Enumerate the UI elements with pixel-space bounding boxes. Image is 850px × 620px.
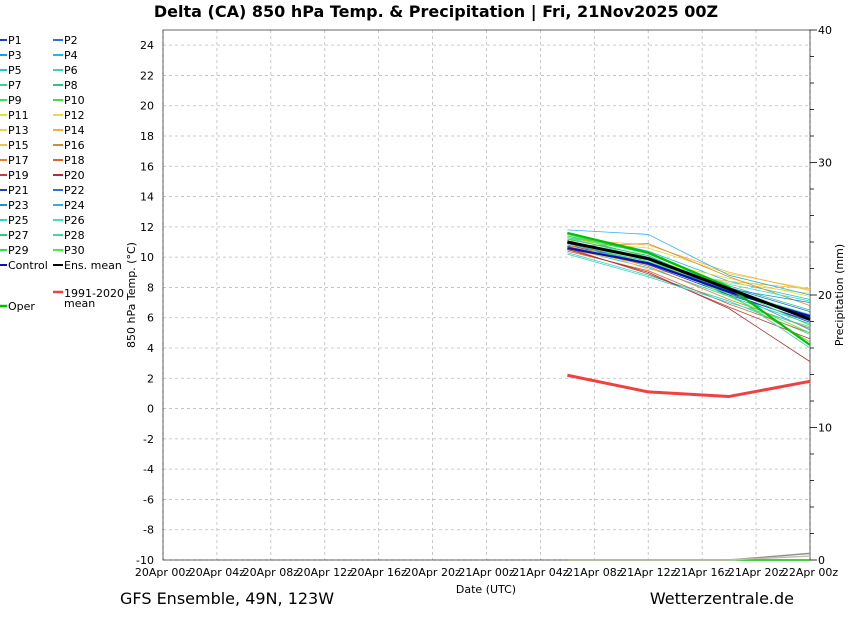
series-layer [567,229,811,561]
legend-label-p19: P19 [8,169,29,182]
series-line-p23 [567,243,811,303]
legend-label-p10: P10 [64,94,85,107]
x-tick-label: 21Apr 08z [566,566,623,579]
x-tick-label: 21Apr 12z [620,566,677,579]
legend-label-p9: P9 [8,94,22,107]
series-line-ens-mean [567,240,811,321]
y-tick-label: 8 [147,281,154,294]
legend-label-control: Control [8,259,48,272]
x-tick-label: 21Apr 00z [458,566,515,579]
x-tick-label: 22Apr 00z [782,566,839,579]
y-tick-label: -2 [143,433,154,446]
x-tick-label: 20Apr 12z [297,566,354,579]
legend-label-p11: P11 [8,109,29,122]
legend-label-p20: P20 [64,169,85,182]
x-tick-label: 21Apr 04z [512,566,569,579]
footer-source: GFS Ensemble, 49N, 123W [120,589,334,608]
y-axis-label: 850 hPa Temp. (°C) [125,242,138,348]
y-tick-label: 18 [140,130,154,143]
legend-label-p4: P4 [64,49,78,62]
legend-label-p1: P1 [8,34,22,47]
series-line-oper [567,231,811,346]
legend-label-p26: P26 [64,214,85,227]
y-tick-label: 10 [140,251,154,264]
legend-label-p30: P30 [64,244,85,257]
legend-label-p25: P25 [8,214,29,227]
legend-label-p21: P21 [8,184,29,197]
y2-tick-label: 0 [818,554,825,567]
y-tick-label: 2 [147,372,154,385]
chart-title: Delta (CA) 850 hPa Temp. & Precipitation… [154,2,718,22]
y-tick-label: 4 [147,342,154,355]
x-tick-label: 20Apr 16z [351,566,408,579]
series-line-p20 [567,249,811,362]
legend-label-p29: P29 [8,244,29,257]
y-tick-label: -8 [143,524,154,537]
y2-tick-label: 30 [818,157,832,170]
y-tick-label: -10 [136,554,154,567]
legend-label-p2: P2 [64,34,78,47]
series-line-1991-2020-mean [567,373,811,398]
series-line-p26 [567,237,811,302]
series-line-p5 [567,247,811,325]
y-tick-label: 24 [140,39,154,52]
legend-label-p18: P18 [64,154,85,167]
legend-label-p23: P23 [8,199,29,212]
x-tick-label: 21Apr 20z [728,566,785,579]
legend-label-p5: P5 [8,64,22,77]
y-tick-label: 14 [140,191,154,204]
y-tick-label: 6 [147,312,154,325]
y-tick-label: -6 [143,493,154,506]
legend-label-p3: P3 [8,49,22,62]
y2-axis-ticks: 0 10 20 30 40 [810,24,832,567]
grid [162,30,811,561]
y2-tick-label: 10 [818,422,832,435]
legend-label-p16: P16 [64,139,85,152]
series-line-p16 [567,243,811,306]
series-line-p24 [567,229,811,296]
legend-label-ens-mean: Ens. mean [64,259,122,272]
legend-label-p12: P12 [64,109,85,122]
x-tick-label: 21Apr 16z [674,566,731,579]
legend-label-p6: P6 [64,64,78,77]
legend-label-p15: P15 [8,139,29,152]
y2-tick-label: 20 [818,289,832,302]
legend-label-p24: P24 [64,199,85,212]
legend-label-p28: P28 [64,229,85,242]
y2-axis-label: Precipitation (mm) [833,244,846,346]
x-tick-label: 20Apr 00z [135,566,192,579]
y-tick-label: 12 [140,221,154,234]
y-tick-label: 0 [147,403,154,416]
legend-label-oper: Oper [8,300,35,313]
y-tick-label: -4 [143,463,154,476]
legend-label-p22: P22 [64,184,85,197]
legend: P1 P3 P5 P7 P9 P11 P13 P15 P17 P19 P21 P23 P25 P27 P29… [0,34,124,313]
legend-label-p8: P8 [64,79,78,92]
legend-label-climate-mean: 1991-2020 [64,287,124,300]
legend-label-p7: P7 [8,79,22,92]
series-line-p6 [567,252,811,335]
legend-label-p17: P17 [8,154,29,167]
legend-label-p27: P27 [8,229,29,242]
x-tick-label: 20Apr 04z [189,566,246,579]
legend-label-p13: P13 [8,124,29,137]
y2-tick-label: 40 [818,24,832,37]
legend-label-p14: P14 [64,124,85,137]
footer-site: Wetterzentrale.de [650,589,794,608]
legend-label-climate-mean-2: mean [64,297,95,310]
x-axis-label: Date (UTC) [456,583,516,596]
precip-line-members-wet [567,555,811,561]
y-tick-label: 16 [140,160,154,173]
x-tick-label: 20Apr 08z [243,566,300,579]
precip-line-members [567,552,811,561]
y-tick-label: 20 [140,100,154,113]
y-tick-label: 22 [140,69,154,82]
x-tick-label: 20Apr 20z [404,566,461,579]
